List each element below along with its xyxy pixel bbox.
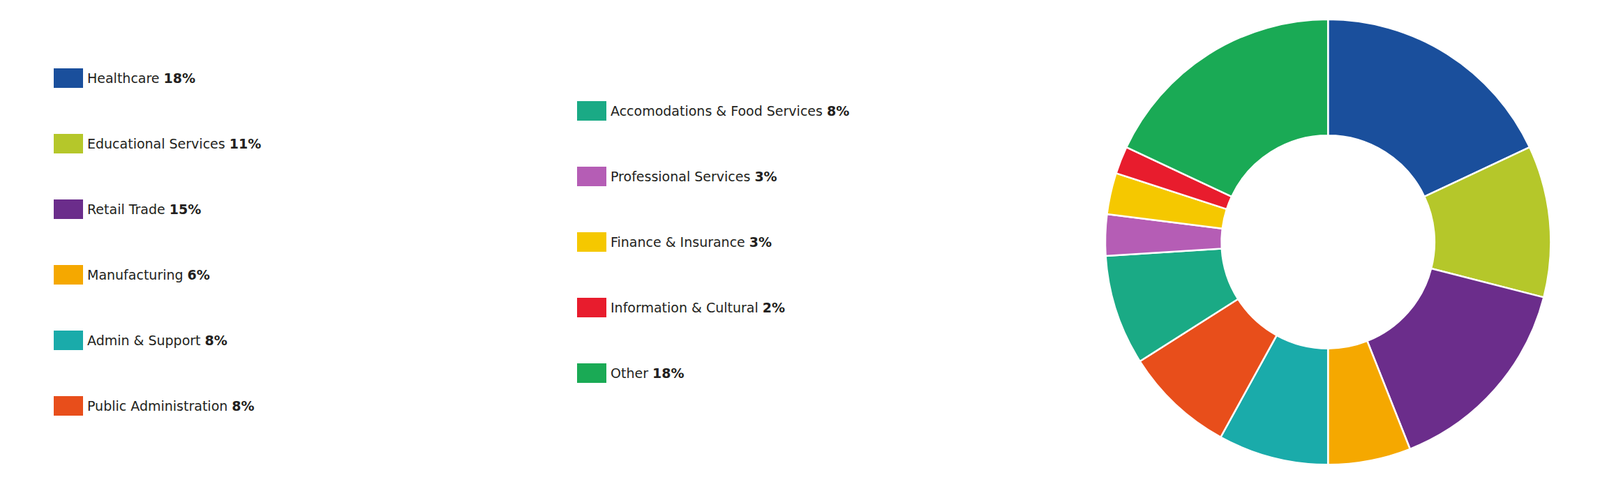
svg-text:Other: Other (610, 365, 649, 381)
svg-text:3%: 3% (749, 234, 772, 250)
svg-text:8%: 8% (231, 398, 254, 414)
svg-text:8%: 8% (826, 103, 850, 119)
svg-text:8%: 8% (205, 332, 228, 349)
svg-text:Manufacturing: Manufacturing (87, 267, 184, 283)
svg-text:Public Administration: Public Administration (87, 398, 228, 414)
svg-text:3%: 3% (754, 168, 777, 185)
svg-text:Information & Cultural: Information & Cultural (610, 300, 759, 316)
svg-text:Educational Services: Educational Services (87, 136, 226, 152)
svg-text:Healthcare: Healthcare (87, 70, 160, 86)
svg-text:Professional Services: Professional Services (610, 168, 751, 185)
svg-text:Accomodations & Food Services: Accomodations & Food Services (610, 103, 823, 119)
svg-text:Finance & Insurance: Finance & Insurance (610, 234, 746, 250)
svg-text:6%: 6% (187, 267, 211, 283)
svg-text:Admin & Support: Admin & Support (87, 332, 201, 349)
svg-text:2%: 2% (762, 300, 785, 316)
svg-text:15%: 15% (169, 201, 201, 218)
svg-text:18%: 18% (163, 70, 196, 86)
svg-text:Retail Trade: Retail Trade (87, 201, 166, 218)
svg-text:11%: 11% (229, 136, 261, 152)
svg-text:18%: 18% (652, 365, 684, 381)
